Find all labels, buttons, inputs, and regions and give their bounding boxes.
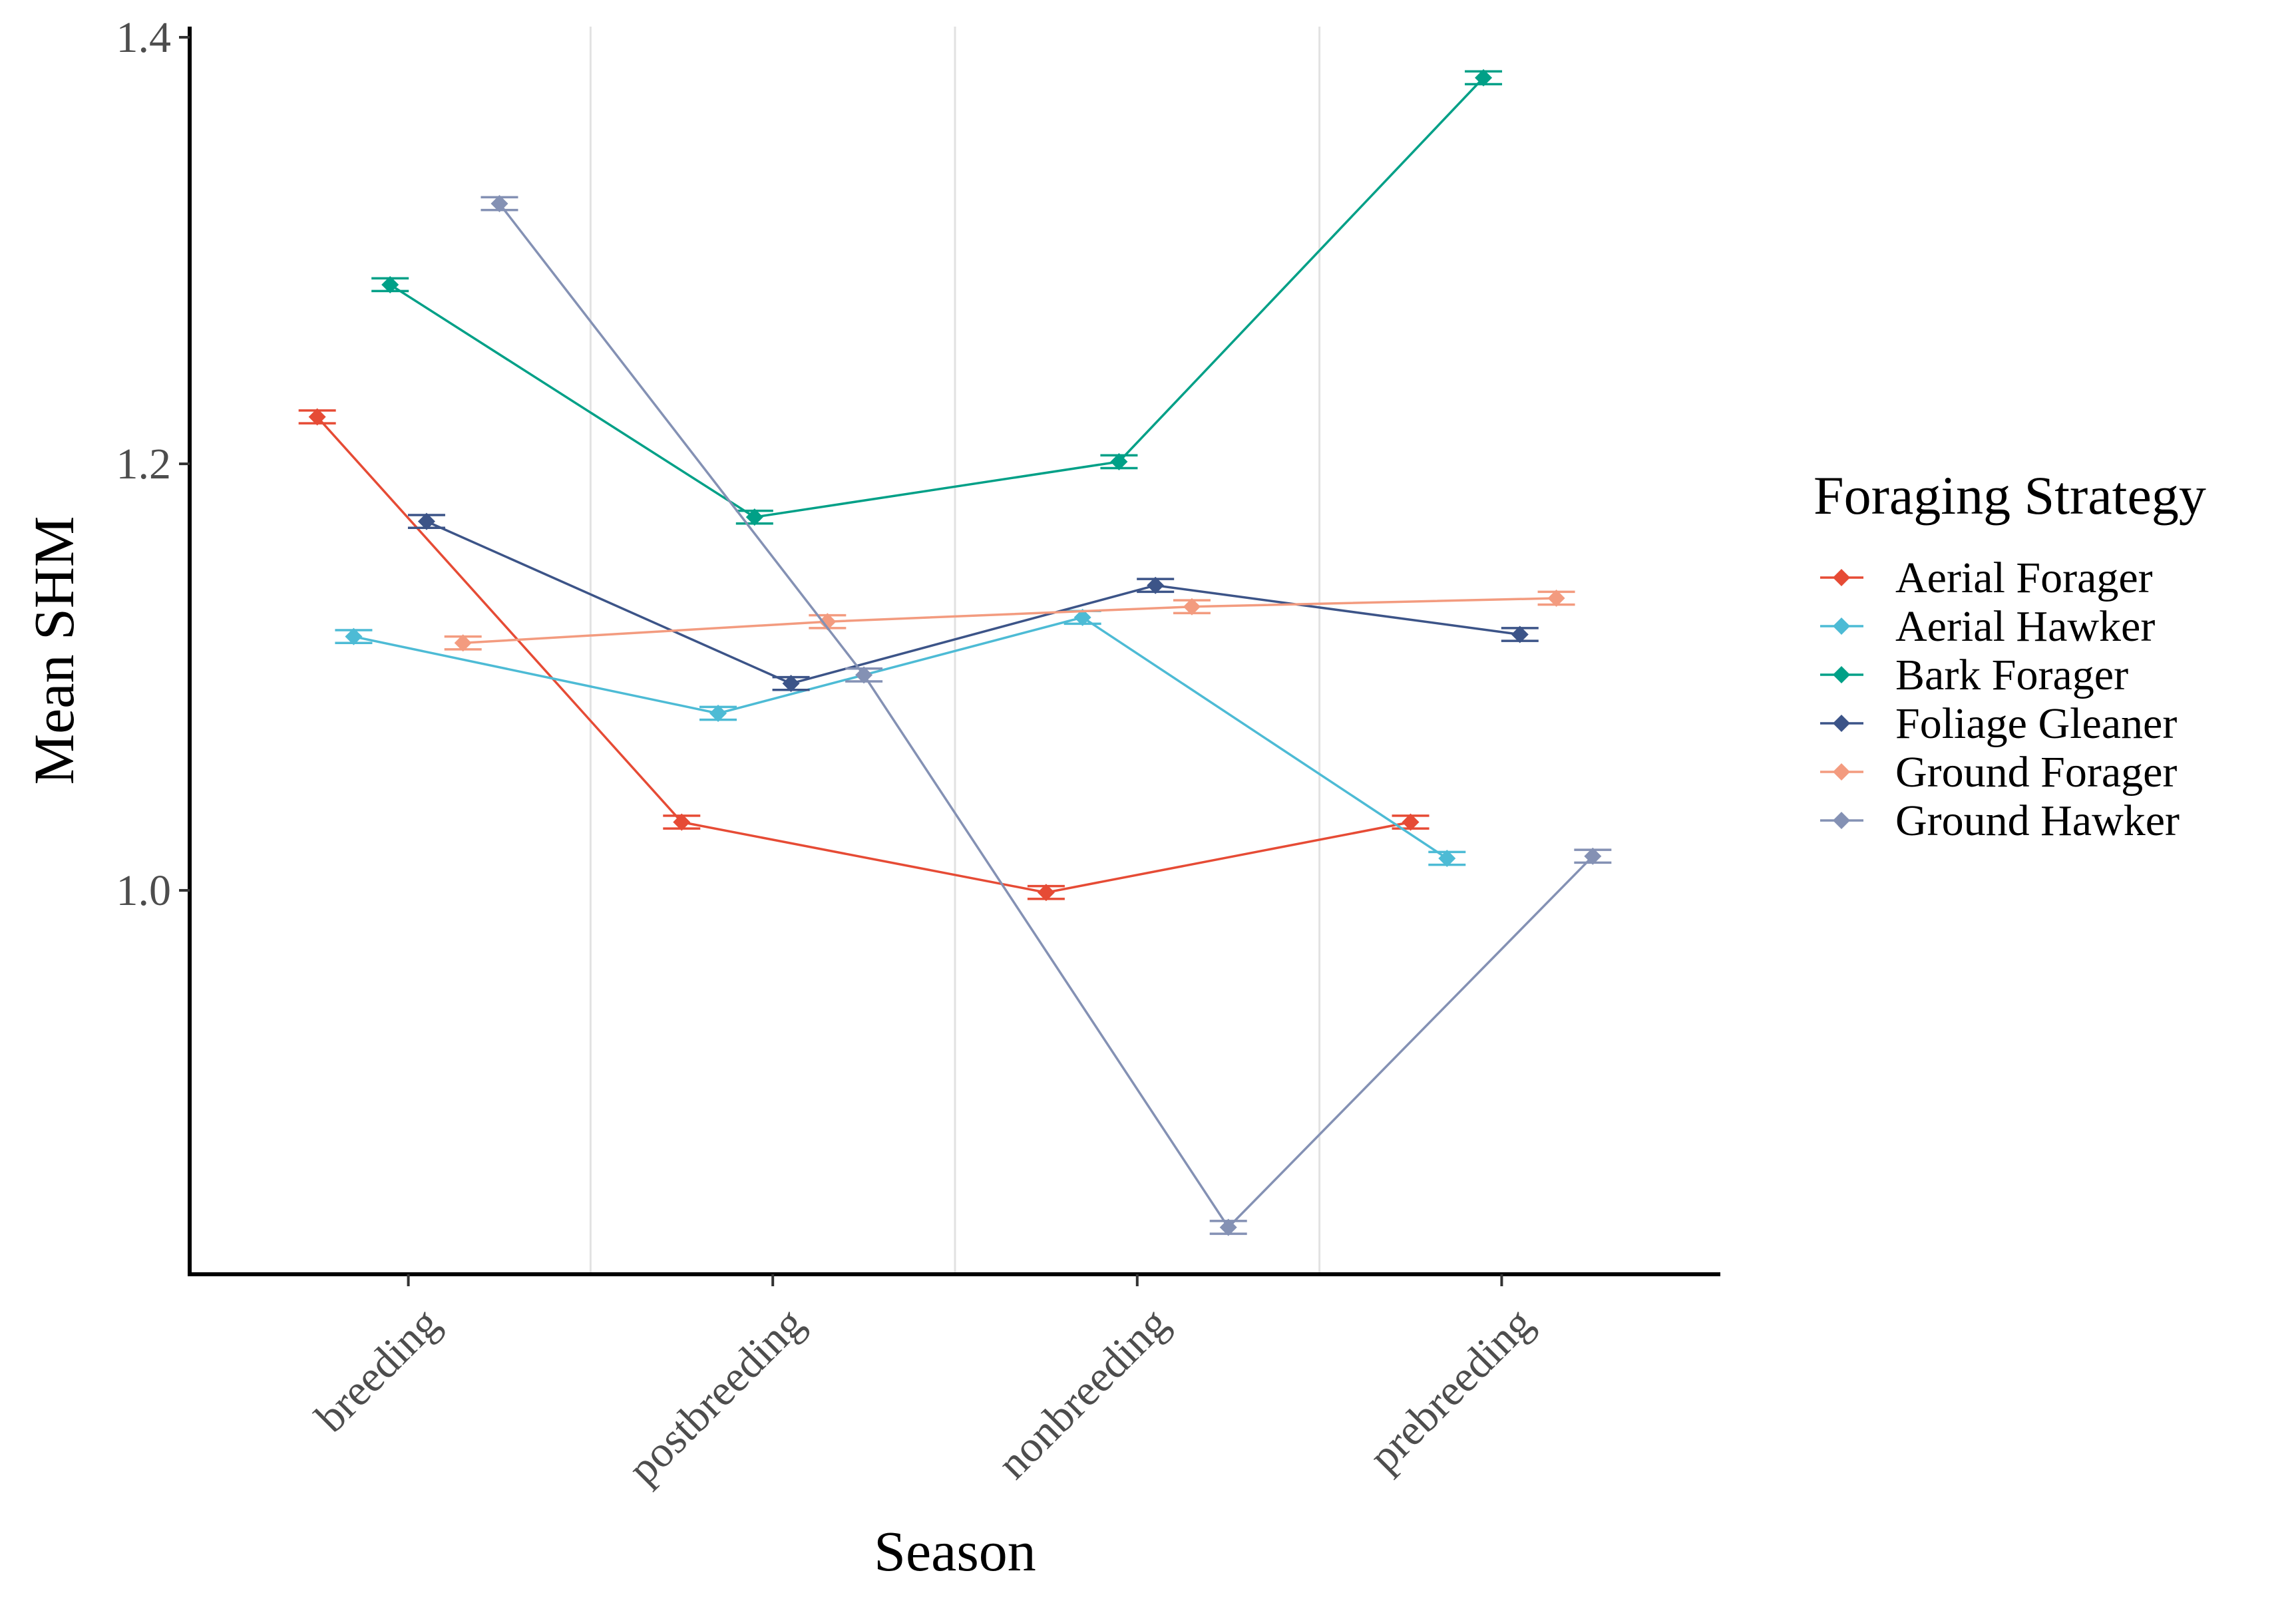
series-line (426, 520, 1521, 685)
data-point (673, 813, 691, 831)
series-line (316, 416, 1411, 894)
data-point (1547, 589, 1565, 607)
y-tick-label: 1.2 (116, 440, 172, 488)
data-point (782, 675, 800, 693)
data-point (1219, 1218, 1237, 1236)
series-group (298, 408, 1430, 902)
series-group (335, 608, 1466, 867)
legend-key-marker (1833, 715, 1850, 732)
y-tick-label: 1.4 (116, 13, 172, 62)
legend-key-marker (1833, 569, 1850, 586)
legend-label: Aerial Hawker (1895, 602, 2155, 651)
data-point (381, 275, 399, 293)
x-tick-label: nonbreeding (988, 1299, 1178, 1489)
legend-label: Bark Forager (1895, 651, 2128, 699)
axis-layer (188, 27, 1720, 1276)
data-point (855, 666, 873, 684)
data-point (1147, 576, 1165, 594)
data-point (417, 512, 435, 530)
series-line (498, 202, 1594, 1230)
series-line (389, 77, 1485, 519)
series-group (371, 69, 1503, 526)
data-point (1037, 884, 1055, 902)
legend-title: Foraging Strategy (1814, 465, 2206, 526)
data-point (1584, 847, 1602, 865)
legend-key-marker (1833, 618, 1850, 635)
y-tick-label: 1.0 (116, 866, 172, 915)
data-point (454, 634, 472, 652)
series-layer (298, 69, 1612, 1236)
legend-key-marker (1833, 763, 1850, 781)
data-point (308, 408, 326, 426)
data-point (490, 195, 508, 213)
data-point (1183, 598, 1201, 616)
legend-item: Foliage Gleaner (1820, 699, 2177, 748)
legend-item: Ground Forager (1820, 748, 2177, 797)
data-point (1438, 850, 1456, 867)
legend-item: Aerial Forager (1820, 554, 2153, 602)
legend-label: Aerial Forager (1895, 554, 2153, 602)
data-point (345, 627, 363, 645)
x-tick-label: prebreeding (1360, 1299, 1542, 1481)
legend-item: Bark Forager (1820, 651, 2128, 699)
series-line (353, 616, 1448, 860)
legend-label: Foliage Gleaner (1895, 699, 2177, 748)
legend-item: Aerial Hawker (1820, 602, 2155, 651)
data-point (709, 705, 727, 723)
data-point (1110, 452, 1128, 470)
tick-layer: 1.0 1.2 1.4 breeding postbreeding nonbreeding… (116, 13, 1543, 1493)
legend-key-marker (1833, 812, 1850, 829)
x-tick-label: postbreeding (619, 1299, 814, 1494)
legend-label: Ground Hawker (1895, 797, 2180, 845)
legend-label: Ground Forager (1895, 748, 2177, 797)
data-point (1511, 625, 1529, 643)
x-tick-label: breeding (306, 1299, 449, 1442)
series-group (407, 512, 1539, 693)
x-axis-title: Season (874, 1519, 1036, 1583)
data-point (1073, 608, 1091, 626)
series-group (480, 195, 1612, 1236)
series-group (444, 589, 1575, 652)
series-line (463, 597, 1557, 645)
data-point (1475, 69, 1493, 87)
legend-item: Ground Hawker (1820, 797, 2180, 845)
legend-key-marker (1833, 666, 1850, 683)
y-axis-title: Mean SHM (22, 516, 86, 785)
data-point (819, 613, 837, 631)
data-point (1402, 813, 1420, 831)
data-point (745, 508, 763, 526)
